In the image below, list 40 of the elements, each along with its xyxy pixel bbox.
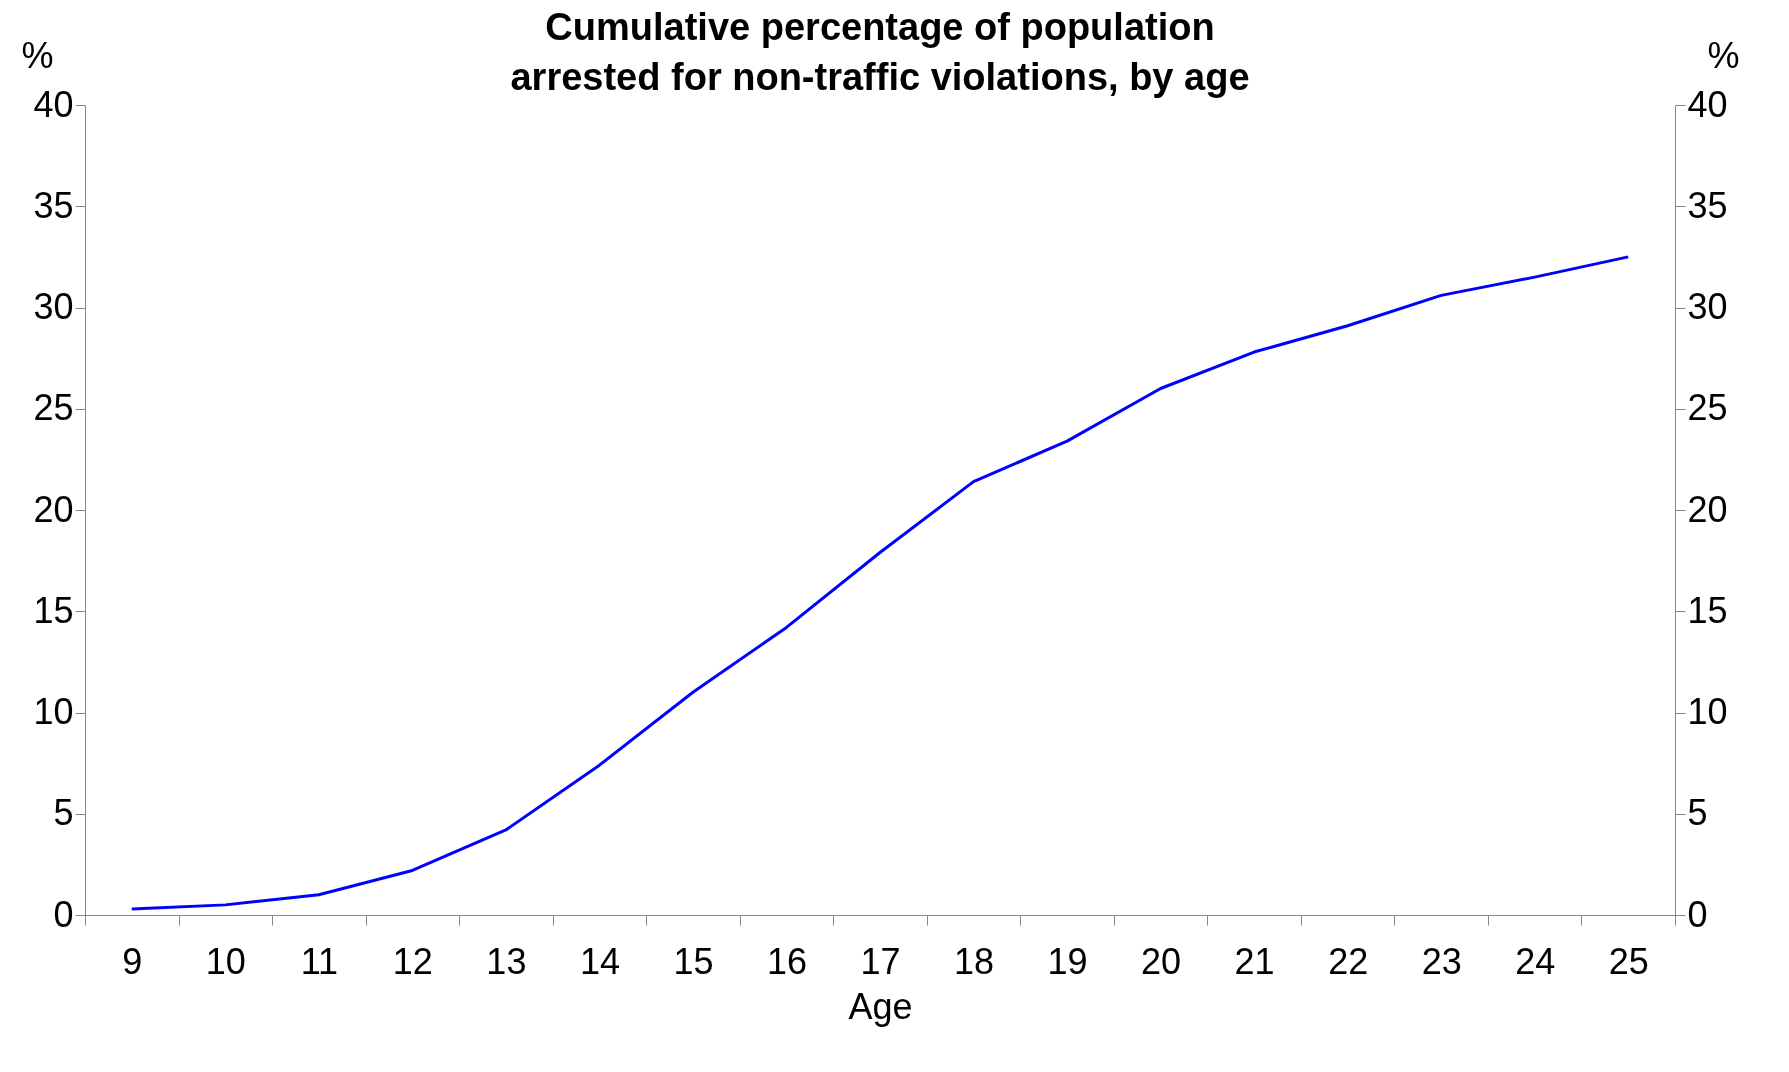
chart-title: Cumulative percentage of population arrested for non-traffic violations, by age (510, 6, 1250, 98)
y-tick-label: 40 (33, 83, 74, 125)
y-tick-label: 20 (33, 488, 74, 530)
y-tick-label: 35 (33, 184, 74, 226)
x-tick-label: 19 (1047, 940, 1088, 982)
x-tick-label: 16 (766, 940, 807, 982)
y2-tick-label: 5 (1687, 792, 1708, 834)
y2-tick-label: 25 (1687, 387, 1728, 429)
y2-tick-label: 40 (1687, 83, 1728, 125)
y2-tick-label: 20 (1687, 488, 1728, 530)
x-tick-label: 25 (1608, 940, 1649, 982)
x-tick-label: 23 (1421, 940, 1462, 982)
x-tick-label: 11 (300, 940, 339, 982)
y2-tick-label: 15 (1687, 589, 1728, 631)
x-tick-label: 18 (954, 940, 995, 982)
x-tick-label: 22 (1328, 940, 1369, 982)
x-tick-label: 24 (1515, 940, 1556, 982)
y2-tick-label: 0 (1687, 893, 1708, 935)
x-axis-title: Age (848, 985, 913, 1027)
y2-axis-title: % (1707, 34, 1740, 76)
x-tick-label: 15 (673, 940, 714, 982)
x-tick-label: 21 (1234, 940, 1275, 982)
x-tick-label: 14 (579, 940, 620, 982)
x-tick-label: 20 (1141, 940, 1182, 982)
y-tick-label: 15 (33, 589, 74, 631)
y-tick-label: 10 (33, 691, 74, 732)
y-tick-label: 0 (53, 893, 74, 935)
x-tick-label: 13 (486, 940, 527, 982)
y-tick-label: 30 (33, 286, 74, 327)
y-tick-label: 5 (53, 792, 74, 834)
x-tick-label: 10 (205, 940, 246, 982)
y-tick-label: 25 (33, 387, 74, 429)
y2-tick-label: 30 (1687, 286, 1728, 327)
y2-tick-label: 35 (1687, 184, 1728, 226)
y2-tick-label: 10 (1687, 691, 1728, 732)
x-tick-label: 9 (122, 940, 143, 982)
line-series (130, 255, 1630, 911)
x-tick-label: 12 (392, 940, 433, 982)
x-tick-label: 17 (860, 940, 901, 982)
y-axis-title: % (21, 34, 54, 76)
